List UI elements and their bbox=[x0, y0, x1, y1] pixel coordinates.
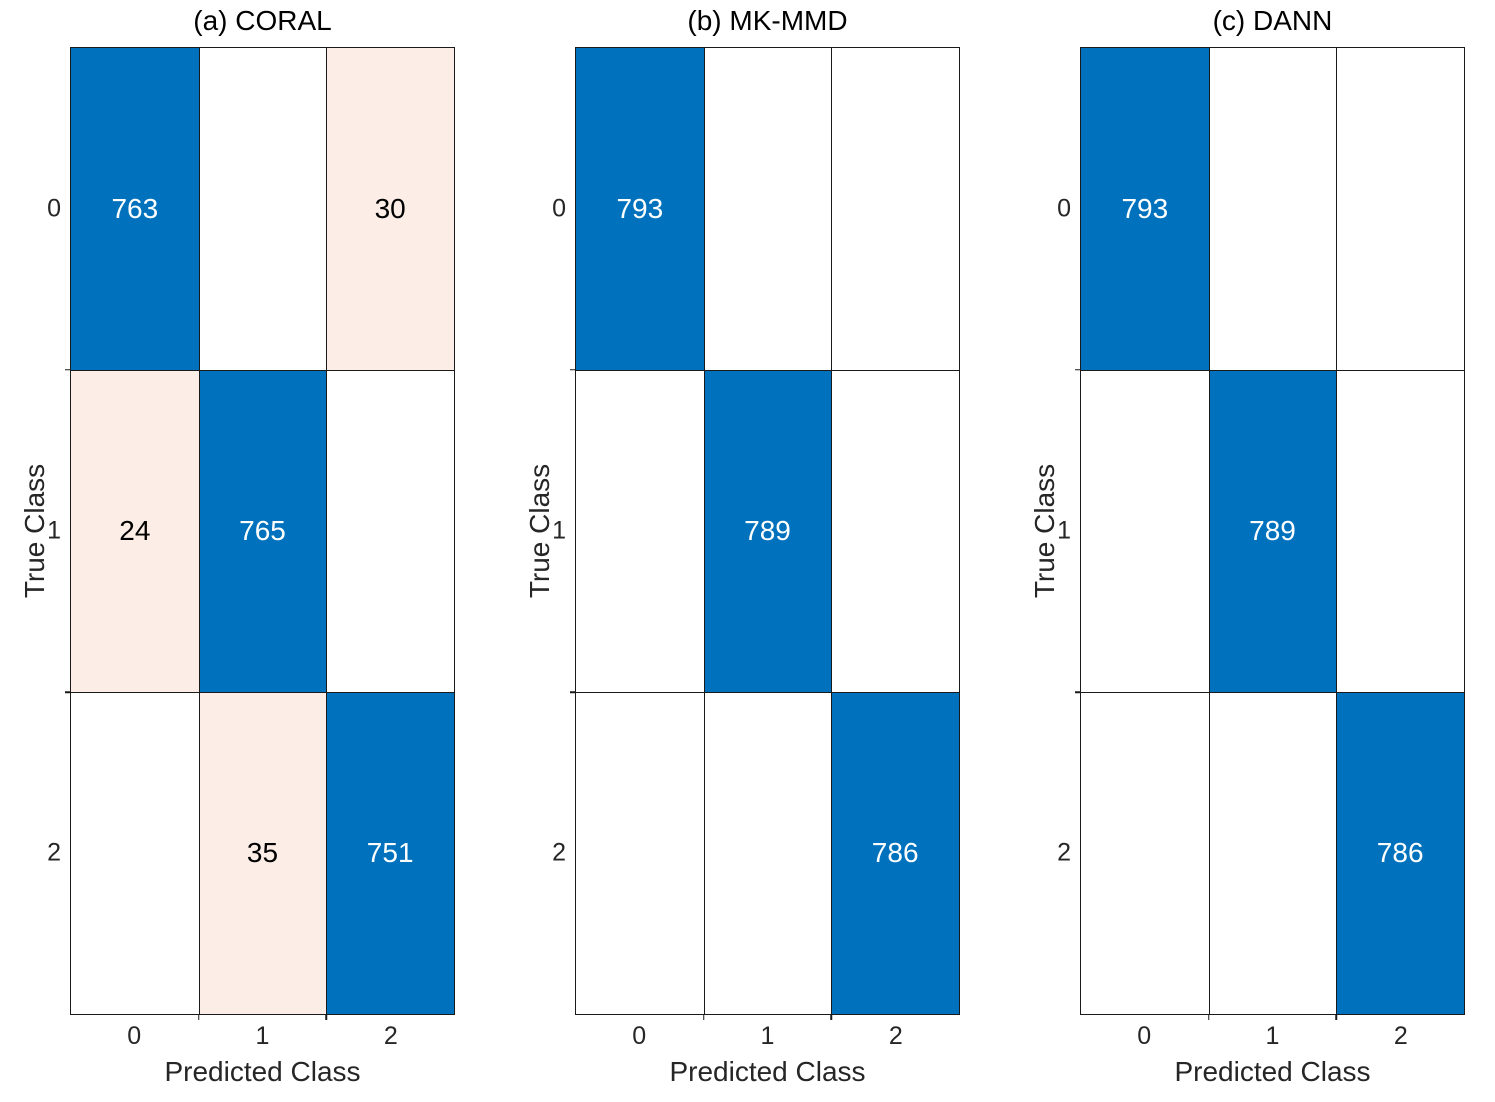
x-tick-label-1: 1 bbox=[760, 1022, 775, 1050]
y-tick-mark bbox=[570, 691, 576, 693]
y-tick-label-1: 1 bbox=[552, 516, 566, 545]
y-tick-label-2: 2 bbox=[47, 838, 61, 867]
matrix-cell-r0c2: 30 bbox=[326, 48, 454, 370]
grid-line-vertical bbox=[1336, 48, 1338, 1014]
x-tick-mark bbox=[702, 1014, 705, 1020]
panel-title: (c) DANN bbox=[1212, 5, 1333, 36]
y-tick-mark bbox=[1075, 369, 1081, 371]
panel-mkmmd: (b) MK-MMD True Class 793 789 786 0 1 2 0 … bbox=[524, 0, 960, 1102]
matrix-cell-r2c0 bbox=[576, 691, 704, 1014]
y-tick-label-2: 2 bbox=[1057, 838, 1071, 867]
matrix-axes: 793 789 786 0 1 2 bbox=[552, 47, 960, 1020]
matrix-cell-r2c2: 751 bbox=[326, 691, 454, 1014]
x-tick-label-2: 2 bbox=[888, 1022, 903, 1050]
y-tick-mark bbox=[1075, 691, 1081, 693]
x-tick-label-1: 1 bbox=[1265, 1022, 1280, 1050]
panel-title: (b) MK-MMD bbox=[687, 5, 848, 36]
matrix-cell-r0c2 bbox=[1336, 48, 1464, 370]
matrix-cell-r1c2 bbox=[326, 369, 454, 692]
x-tick-mark bbox=[830, 1014, 833, 1020]
y-tick-label-0: 0 bbox=[1057, 194, 1071, 223]
matrix-cell-r2c1 bbox=[703, 691, 832, 1014]
y-tick-mark bbox=[65, 369, 71, 371]
grid-line-horizontal bbox=[576, 692, 959, 693]
matrix-cell-r1c2 bbox=[1336, 369, 1464, 692]
x-tick-label-2: 2 bbox=[383, 1022, 398, 1050]
x-tick-labels: 0 1 2 bbox=[70, 1022, 455, 1052]
matrix-cell-r1c2 bbox=[831, 369, 959, 692]
matrix-cells: 793 789 786 bbox=[1081, 48, 1464, 1014]
matrix-cell-r2c1: 35 bbox=[198, 691, 327, 1014]
x-tick-mark bbox=[325, 1014, 328, 1020]
panel-title: (a) CORAL bbox=[193, 5, 332, 36]
matrix-cell-r2c1 bbox=[1208, 691, 1337, 1014]
grid-line-vertical bbox=[198, 48, 200, 1014]
x-tick-label-1: 1 bbox=[255, 1022, 270, 1050]
matrix-cell-r0c1 bbox=[198, 48, 327, 370]
x-tick-label-0: 0 bbox=[1137, 1022, 1152, 1050]
y-axis-label-wrap: True Class bbox=[1029, 47, 1060, 1015]
y-axis-label-wrap: True Class bbox=[524, 47, 555, 1015]
matrix-cell-r1c0: 24 bbox=[71, 369, 199, 692]
y-tick-label-1: 1 bbox=[47, 516, 61, 545]
matrix-cell-r1c1: 789 bbox=[1208, 369, 1337, 692]
matrix-cell-r1c1: 765 bbox=[198, 369, 327, 692]
matrix-cell-r1c1: 789 bbox=[703, 369, 832, 692]
panel-coral: (a) CORAL True Class 763 30 24 765 35 751 0 1… bbox=[19, 0, 455, 1102]
y-tick-mark bbox=[570, 369, 576, 371]
matrix-axes: 793 789 786 0 1 2 bbox=[1057, 47, 1465, 1020]
y-tick-label-0: 0 bbox=[552, 194, 566, 223]
matrix-cell-r0c0: 793 bbox=[576, 48, 704, 370]
matrix-cell-r1c0 bbox=[1081, 369, 1209, 692]
y-tick-label-2: 2 bbox=[552, 838, 566, 867]
y-tick-mark bbox=[65, 691, 71, 693]
x-tick-mark bbox=[1207, 1014, 1210, 1020]
matrix-cell-r0c1 bbox=[1208, 48, 1337, 370]
matrix-cell-r2c2: 786 bbox=[831, 691, 959, 1014]
matrix-cell-r1c0 bbox=[576, 369, 704, 692]
x-tick-mark bbox=[197, 1014, 200, 1020]
grid-line-horizontal bbox=[71, 369, 454, 371]
panel-dann: (c) DANN True Class 793 789 786 0 1 2 0 1 … bbox=[1029, 0, 1465, 1102]
grid-line-horizontal bbox=[1081, 369, 1464, 371]
x-axis-label: Predicted Class bbox=[1174, 1056, 1371, 1087]
grid-line-horizontal bbox=[71, 692, 454, 693]
x-tick-label-0: 0 bbox=[632, 1022, 647, 1050]
matrix-cells: 793 789 786 bbox=[576, 48, 959, 1014]
matrix-axes: 763 30 24 765 35 751 0 1 2 bbox=[47, 47, 455, 1020]
matrix-cell-r2c0 bbox=[71, 691, 199, 1014]
grid-line-horizontal bbox=[576, 369, 959, 371]
x-tick-mark bbox=[1335, 1014, 1338, 1020]
x-tick-label-2: 2 bbox=[1393, 1022, 1408, 1050]
matrix-cell-r0c0: 763 bbox=[71, 48, 199, 370]
grid-line-vertical bbox=[831, 48, 833, 1014]
matrix-cell-r0c2 bbox=[831, 48, 959, 370]
y-tick-label-1: 1 bbox=[1057, 516, 1071, 545]
grid-line-vertical bbox=[326, 48, 328, 1014]
matrix-cell-r0c0: 793 bbox=[1081, 48, 1209, 370]
y-axis-label-wrap: True Class bbox=[19, 47, 50, 1015]
matrix-cell-r0c1 bbox=[703, 48, 832, 370]
x-tick-label-0: 0 bbox=[127, 1022, 142, 1050]
grid-line-vertical bbox=[1208, 48, 1210, 1014]
matrix-cell-r2c0 bbox=[1081, 691, 1209, 1014]
matrix-cell-r2c2: 786 bbox=[1336, 691, 1464, 1014]
y-tick-label-0: 0 bbox=[47, 194, 61, 223]
grid-line-horizontal bbox=[1081, 692, 1464, 693]
x-axis-label: Predicted Class bbox=[164, 1056, 361, 1087]
x-tick-labels: 0 1 2 bbox=[1080, 1022, 1465, 1052]
x-tick-labels: 0 1 2 bbox=[575, 1022, 960, 1052]
matrix-cells: 763 30 24 765 35 751 bbox=[71, 48, 454, 1014]
grid-line-vertical bbox=[703, 48, 705, 1014]
x-axis-label: Predicted Class bbox=[669, 1056, 866, 1087]
